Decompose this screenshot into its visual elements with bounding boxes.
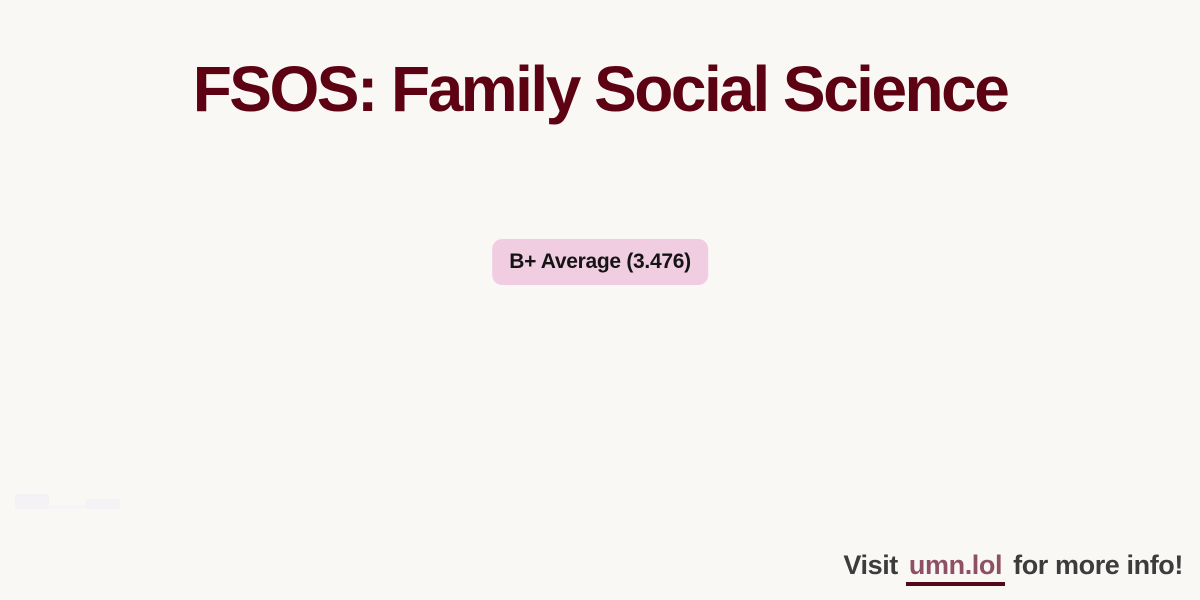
skeleton-strip [48,505,87,509]
skeleton-bar [15,494,49,509]
grade-average-badge: B+ Average (3.476) [492,239,708,285]
page-title: FSOS: Family Social Science [192,53,1010,125]
footer-suffix-text: for more info! [1013,550,1183,580]
footer-prefix-text: Visit [843,550,898,580]
umn-lol-link[interactable]: umn.lol [905,550,1006,586]
skeleton-bar [86,499,120,509]
footer-note: Visit umn.lol for more info! [843,550,1183,586]
